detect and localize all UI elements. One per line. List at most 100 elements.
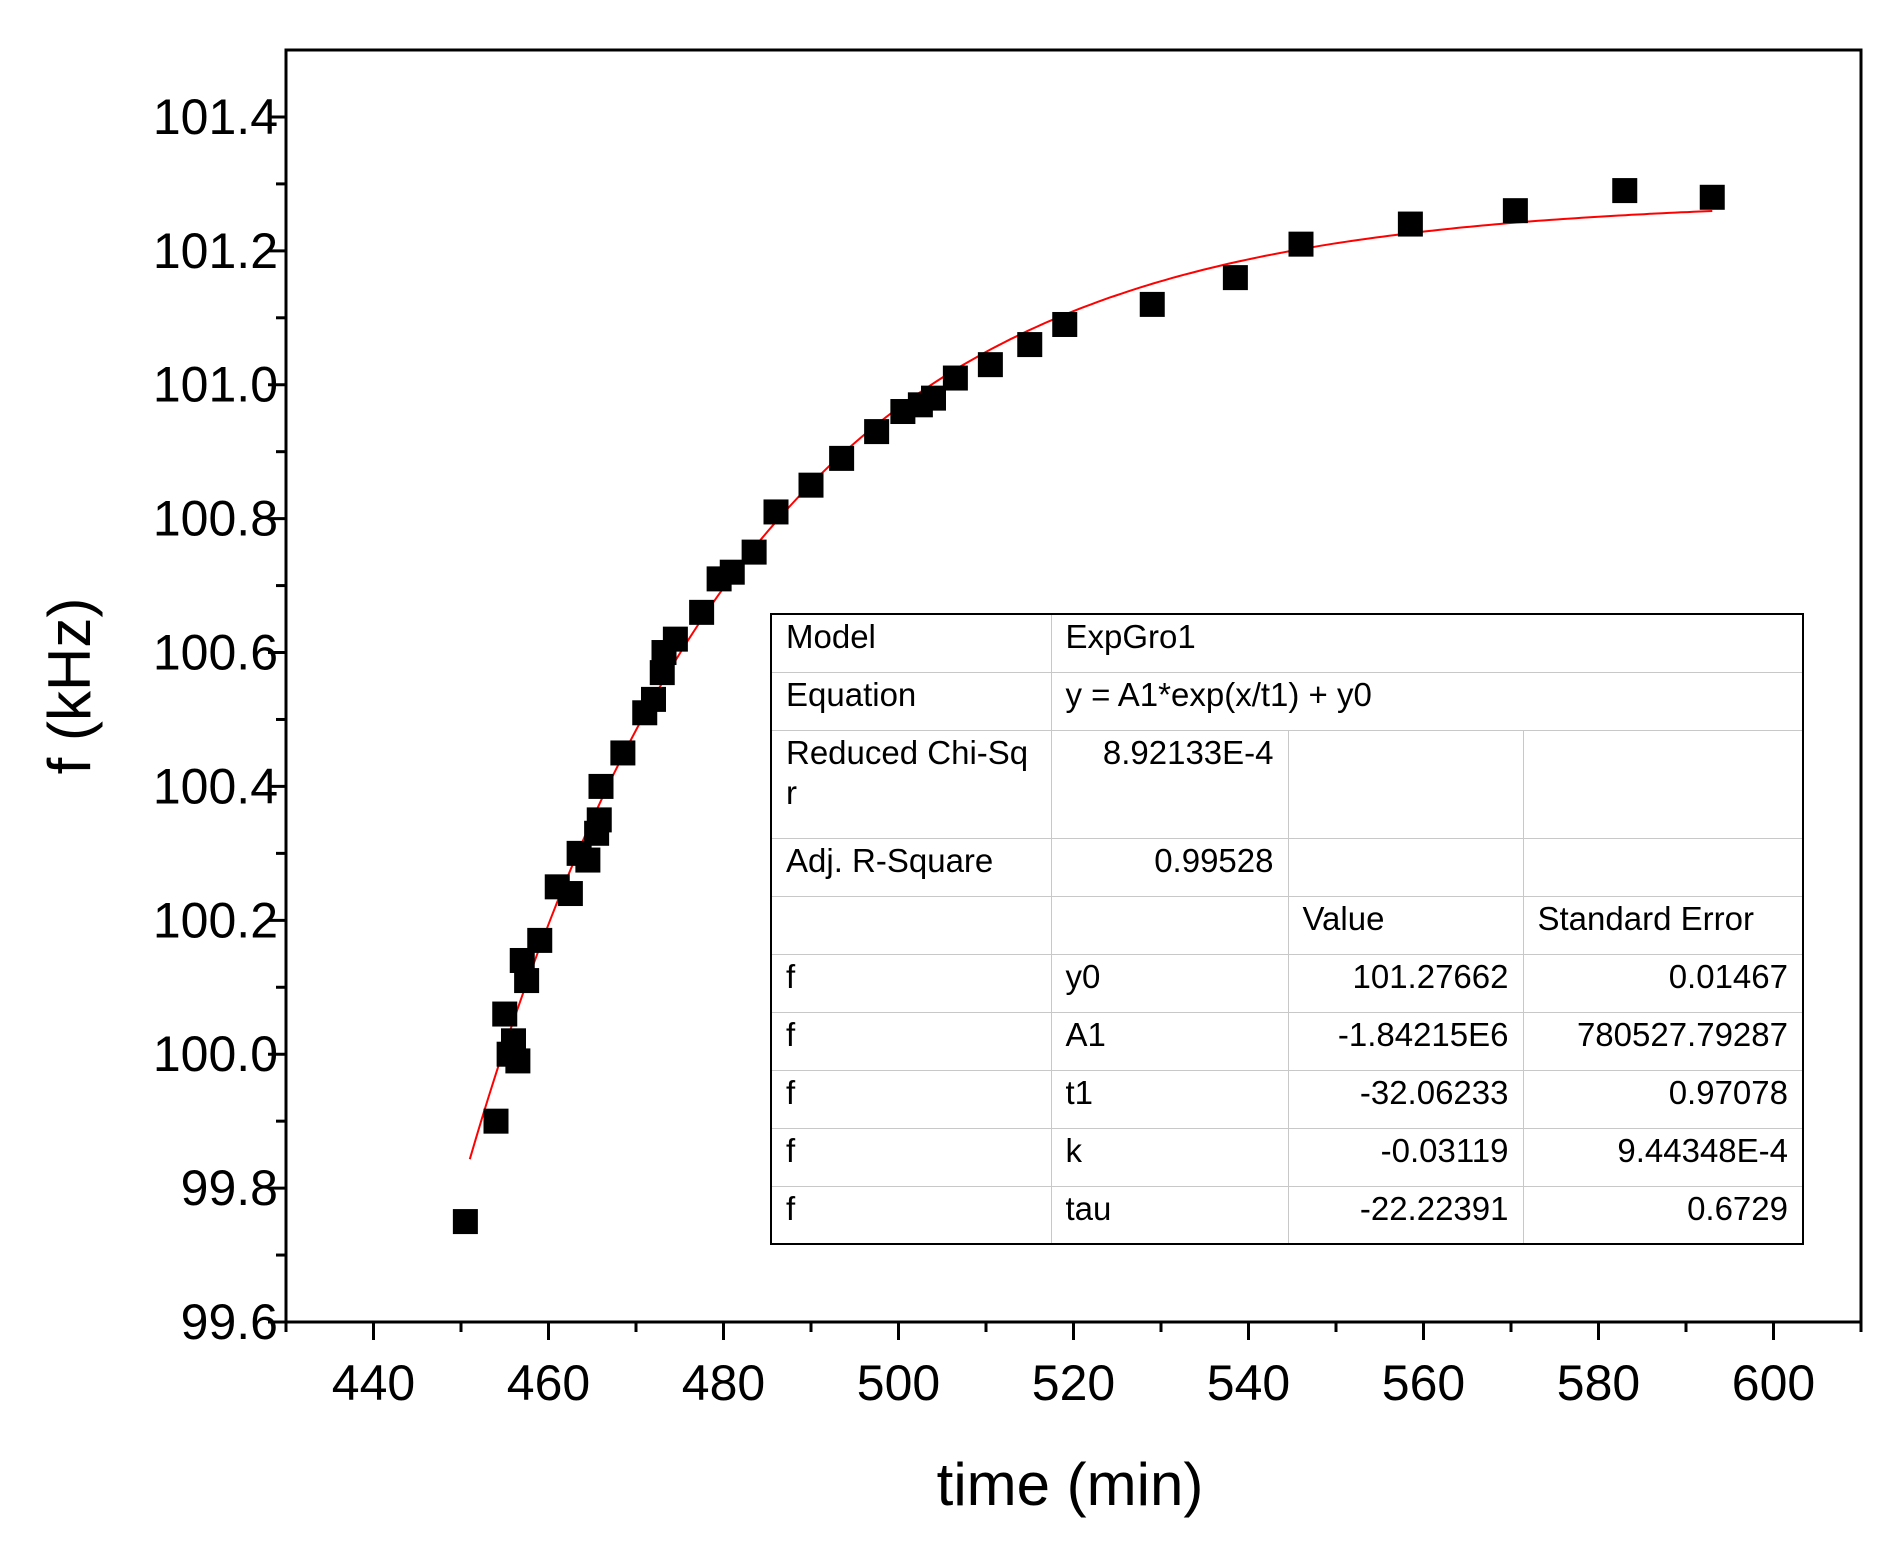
data-point (641, 686, 666, 712)
data-point (942, 365, 968, 391)
data-point (977, 352, 1003, 378)
y-tick-label: 100.0 (153, 1026, 278, 1082)
data-point (1017, 332, 1043, 358)
data-point (483, 1108, 509, 1134)
row-param: tau (1050, 1185, 1289, 1245)
chisq-value: 8.92133E-4 (1050, 729, 1289, 839)
data-point (741, 539, 767, 565)
data-point (575, 847, 601, 873)
x-tick-label: 540 (1207, 1355, 1290, 1411)
x-tick-label: 580 (1557, 1355, 1640, 1411)
data-point (763, 499, 789, 525)
x-tick-label: 500 (857, 1355, 940, 1411)
x-axis-ticks: 440 460 480 500 520 540 560 580 600 (284, 1322, 1863, 1411)
x-tick-label: 480 (682, 1355, 765, 1411)
y-axis-ticks: 99.6 99.8 100.0 100.2 100.4 100.6 100.8 101.0 10… (153, 89, 286, 1350)
data-point (1699, 184, 1725, 210)
table-row: Adj. R-Square 0.99528 (770, 837, 1804, 897)
data-point (514, 968, 540, 994)
x-tick-label: 560 (1382, 1355, 1465, 1411)
data-point (1397, 211, 1423, 237)
fit-layer (468, 210, 1713, 1160)
y-tick-label: 100.4 (153, 758, 278, 814)
row-value: -0.03119 (1287, 1127, 1524, 1187)
data-point (557, 881, 583, 907)
row-param: A1 (1050, 1011, 1289, 1071)
table-row: f y0 101.27662 0.01467 (770, 953, 1804, 1013)
data-point (798, 472, 824, 498)
row-error: 0.97078 (1522, 1069, 1804, 1129)
table-row: f t1 -32.06233 0.97078 (770, 1069, 1804, 1129)
data-point (610, 740, 636, 766)
data-point (719, 559, 745, 585)
table-row: f tau -22.22391 0.6729 (770, 1185, 1804, 1245)
row-name: f (770, 953, 1052, 1013)
data-point (586, 807, 612, 833)
data-point (452, 1209, 478, 1235)
row-name: f (770, 1011, 1052, 1071)
row-value: 101.27662 (1287, 953, 1524, 1013)
table-row: f k -0.03119 9.44348E-4 (770, 1127, 1804, 1187)
data-point (662, 626, 688, 652)
data-point (829, 445, 855, 471)
equation-value: y = A1*exp(x/t1) + y0 (1050, 671, 1804, 731)
data-point (1139, 291, 1165, 317)
data-points-layer (452, 178, 1725, 1235)
row-value: -22.22391 (1287, 1185, 1524, 1245)
y-tick-label: 99.8 (181, 1160, 278, 1216)
table-header-row: Value Standard Error (770, 895, 1804, 955)
data-point (1502, 198, 1528, 224)
y-tick-label: 99.6 (181, 1294, 278, 1350)
y-tick-label: 101.4 (153, 89, 278, 145)
row-error: 0.6729 (1522, 1185, 1804, 1245)
row-name: f (770, 1069, 1052, 1129)
row-value: -32.06233 (1287, 1069, 1524, 1129)
data-point (1052, 311, 1078, 337)
r2-label: Adj. R-Square (770, 837, 1052, 897)
y-tick-label: 100.2 (153, 892, 278, 948)
table-row: f A1 -1.84215E6 780527.79287 (770, 1011, 1804, 1071)
row-name: f (770, 1127, 1052, 1187)
data-point (505, 1048, 531, 1074)
row-param: y0 (1050, 953, 1289, 1013)
y-tick-label: 101.2 (153, 223, 278, 279)
data-point (689, 599, 715, 625)
data-point (588, 773, 614, 799)
chisq-label: Reduced Chi-Sqr (770, 729, 1052, 839)
data-point (1222, 265, 1248, 291)
y-axis-title: f (kHz) (36, 598, 103, 775)
y-tick-label: 101.0 (153, 357, 278, 413)
data-point (921, 385, 946, 411)
row-param: t1 (1050, 1069, 1289, 1129)
row-error: 780527.79287 (1522, 1011, 1804, 1071)
table-row: Model ExpGro1 (770, 613, 1804, 673)
equation-label: Equation (770, 671, 1052, 731)
x-tick-label: 600 (1732, 1355, 1815, 1411)
data-point (864, 419, 890, 445)
r2-value: 0.99528 (1050, 837, 1289, 897)
row-value: -1.84215E6 (1287, 1011, 1524, 1071)
col-header-error: Standard Error (1522, 895, 1804, 955)
table-row: Equation y = A1*exp(x/t1) + y0 (770, 671, 1804, 731)
row-name: f (770, 1185, 1052, 1245)
fit-results-table: Model ExpGro1 Equation y = A1*exp(x/t1) … (770, 613, 1804, 1245)
y-tick-label: 100.6 (153, 625, 278, 681)
x-tick-label: 440 (332, 1355, 415, 1411)
data-point (1288, 231, 1314, 257)
row-param: k (1050, 1127, 1289, 1187)
y-tick-label: 100.8 (153, 491, 278, 547)
model-label: Model (770, 613, 1052, 673)
x-axis-title: time (min) (937, 1451, 1204, 1518)
x-tick-label: 460 (507, 1355, 590, 1411)
x-tick-label: 520 (1032, 1355, 1115, 1411)
row-error: 9.44348E-4 (1522, 1127, 1804, 1187)
data-point (1612, 178, 1638, 204)
model-value: ExpGro1 (1050, 613, 1804, 673)
data-point (492, 1001, 518, 1027)
col-header-value: Value (1287, 895, 1524, 955)
table-row: Reduced Chi-Sqr 8.92133E-4 (770, 729, 1804, 839)
row-error: 0.01467 (1522, 953, 1804, 1013)
data-point (527, 927, 553, 953)
fit-curve (468, 210, 1713, 1160)
